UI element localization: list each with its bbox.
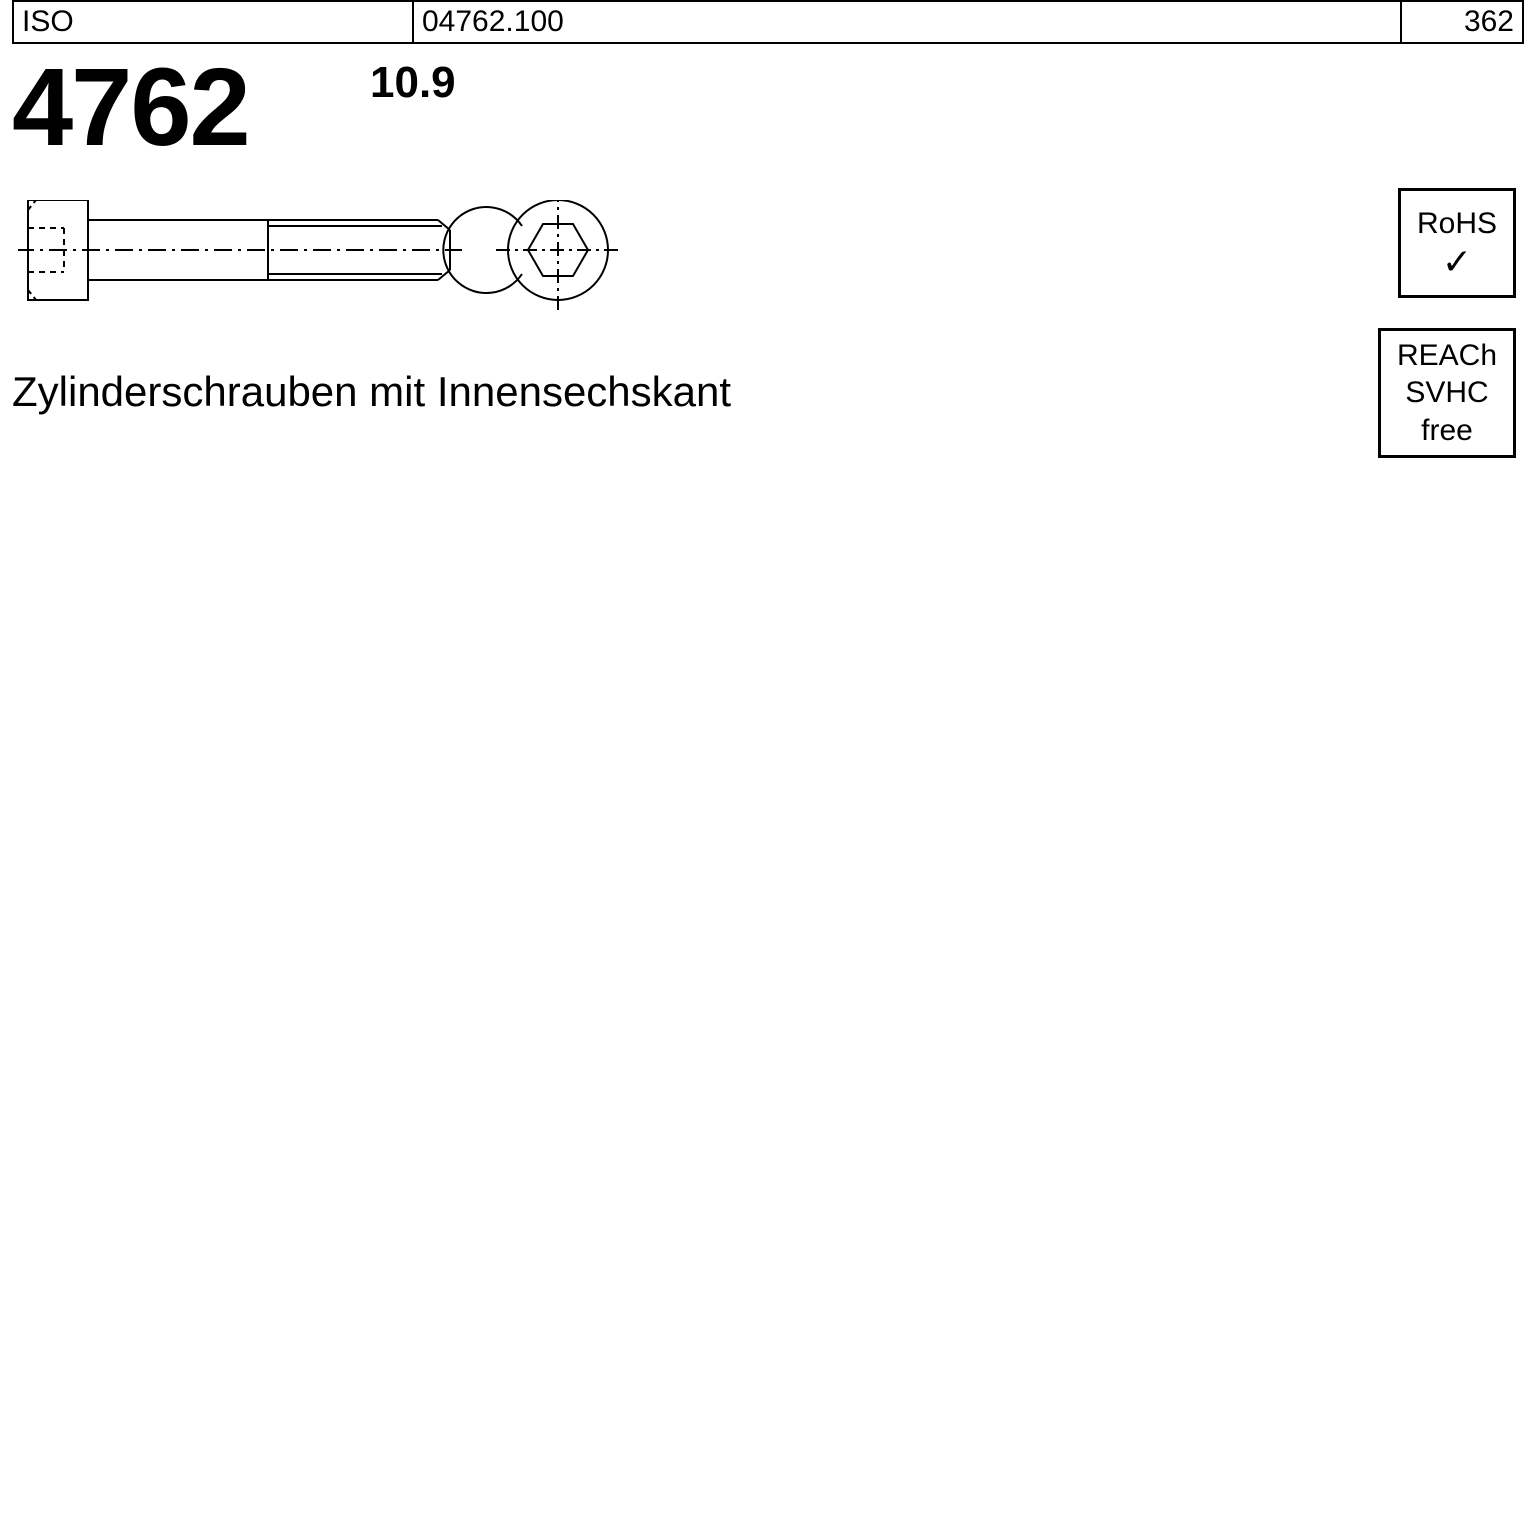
header-page-number: 362: [1402, 2, 1522, 42]
screw-diagram-svg: [18, 200, 658, 320]
reach-line1: REACh: [1397, 337, 1497, 375]
rohs-badge: RoHS ✓: [1398, 188, 1516, 298]
header-standard-label: ISO: [14, 2, 414, 42]
technical-drawing: [18, 200, 658, 325]
standard-number: 4762: [12, 44, 249, 171]
rohs-label: RoHS: [1417, 207, 1497, 240]
reach-badge: REACh SVHC free: [1378, 328, 1516, 458]
strength-grade: 10.9: [370, 58, 456, 108]
check-icon: ✓: [1442, 244, 1472, 280]
header-code: 04762.100: [414, 2, 1402, 42]
reach-line2: SVHC: [1405, 374, 1488, 412]
datasheet-page: ISO 04762.100 362 4762 10.9: [0, 0, 1536, 1536]
header-row: ISO 04762.100 362: [12, 0, 1524, 44]
reach-line3: free: [1421, 412, 1473, 450]
product-title: Zylinderschrauben mit Innensechskant: [12, 368, 731, 416]
